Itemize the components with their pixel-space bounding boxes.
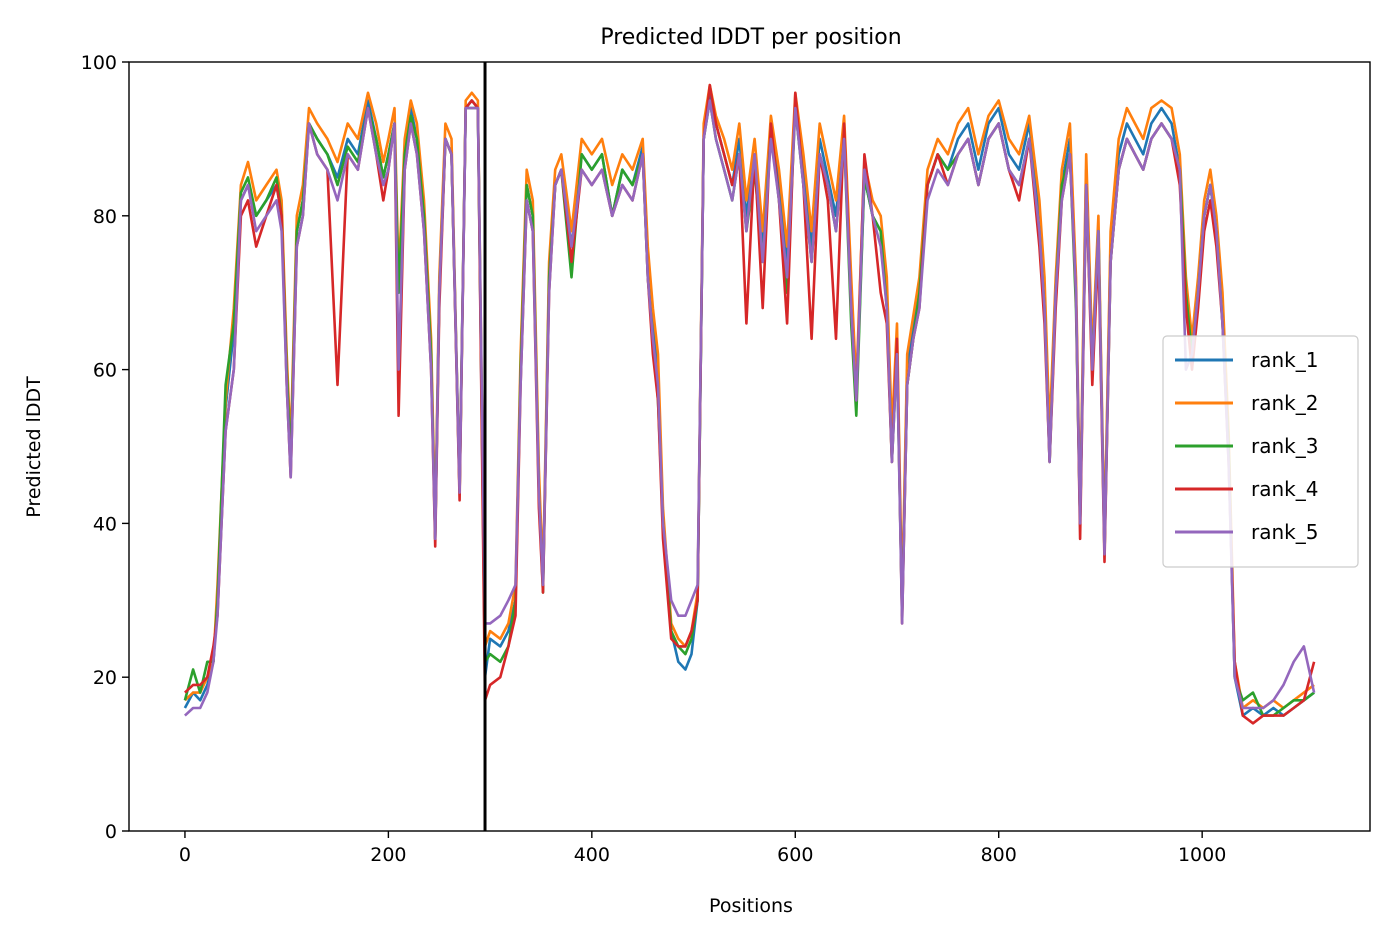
y-tick-label: 80 bbox=[93, 206, 117, 228]
series-line-rank_5 bbox=[184, 99, 1316, 717]
legend-frame bbox=[1162, 335, 1359, 568]
y-tick-label: 100 bbox=[81, 52, 117, 74]
legend: rank_1 rank_2 rank_3 rank_4 rank_5 bbox=[1162, 335, 1359, 568]
legend-label-rank_3: rank_3 bbox=[1251, 434, 1318, 458]
legend-label-rank_1: rank_1 bbox=[1251, 348, 1318, 372]
plot-lines bbox=[183, 83, 1316, 725]
y-axis-ticks: 0 20 40 60 80 100 bbox=[81, 52, 129, 843]
x-tick-label: 800 bbox=[981, 844, 1017, 866]
x-tick-label: 0 bbox=[179, 844, 191, 866]
x-axis-ticks: 0 200 400 600 800 1000 bbox=[179, 831, 1226, 866]
x-tick-label: 600 bbox=[777, 844, 813, 866]
x-tick-label: 1000 bbox=[1178, 844, 1226, 866]
x-axis-label: Positions bbox=[709, 895, 793, 917]
y-tick-label: 20 bbox=[93, 667, 117, 689]
legend-label-rank_2: rank_2 bbox=[1251, 391, 1318, 415]
legend-label-rank_4: rank_4 bbox=[1251, 477, 1318, 501]
y-tick-label: 40 bbox=[93, 513, 117, 535]
x-tick-label: 400 bbox=[574, 844, 610, 866]
legend-label-rank_5: rank_5 bbox=[1251, 520, 1318, 544]
y-axis-label: Predicted lDDT bbox=[23, 376, 45, 518]
axes-frame bbox=[128, 61, 1371, 832]
y-tick-label: 60 bbox=[93, 360, 117, 382]
x-tick-label: 200 bbox=[370, 844, 406, 866]
chart-title: Predicted lDDT per position bbox=[600, 25, 901, 50]
y-tick-label: 0 bbox=[105, 821, 117, 843]
